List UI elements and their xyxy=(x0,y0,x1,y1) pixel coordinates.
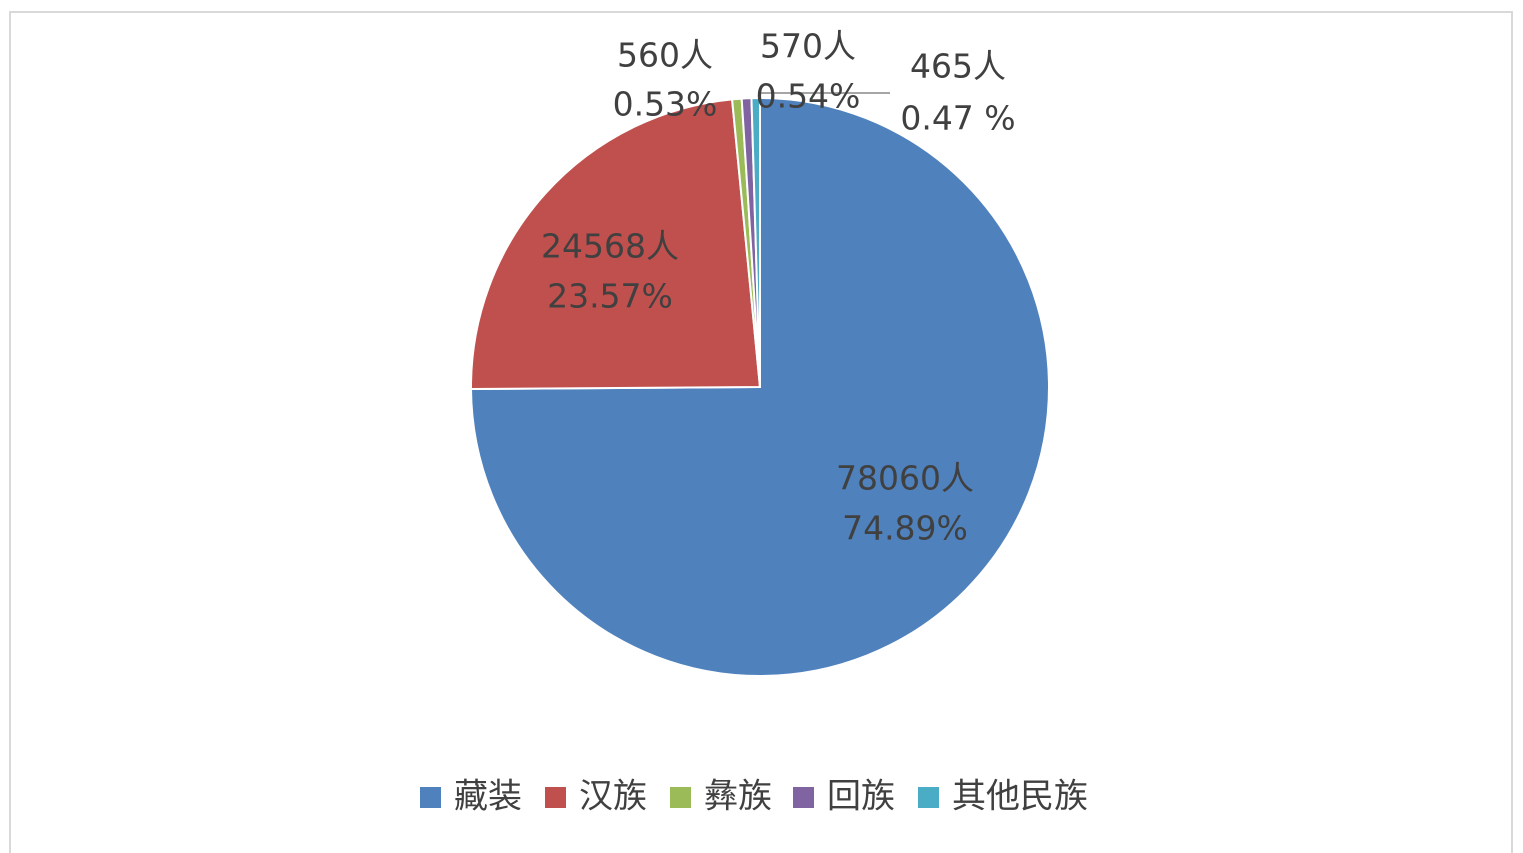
percent-label: 0.54% xyxy=(756,77,861,116)
legend-swatch xyxy=(793,787,814,808)
legend-swatch xyxy=(420,787,441,808)
data-label: 24568人 xyxy=(541,227,679,266)
percent-label: 74.89% xyxy=(842,509,968,548)
pie-slice xyxy=(470,98,762,391)
data-label: 78060人 xyxy=(836,459,974,498)
percent-label: 0.47 % xyxy=(900,99,1015,138)
legend-label: 其他民族 xyxy=(952,777,1088,817)
legend-swatch xyxy=(545,787,566,808)
legend-label: 汉族 xyxy=(579,777,647,817)
legend-label: 回族 xyxy=(827,777,895,817)
data-label: 465人 xyxy=(910,47,1006,86)
legend-label: 藏装 xyxy=(454,777,522,817)
percent-label: 0.53% xyxy=(613,85,718,124)
data-label: 570人 xyxy=(760,27,856,66)
legend-swatch xyxy=(918,787,939,808)
data-label: 560人 xyxy=(617,36,713,75)
legend-label: 彝族 xyxy=(704,777,772,817)
pie-slice xyxy=(750,96,761,388)
legend-swatch xyxy=(670,787,691,808)
percent-label: 23.57% xyxy=(547,277,673,316)
